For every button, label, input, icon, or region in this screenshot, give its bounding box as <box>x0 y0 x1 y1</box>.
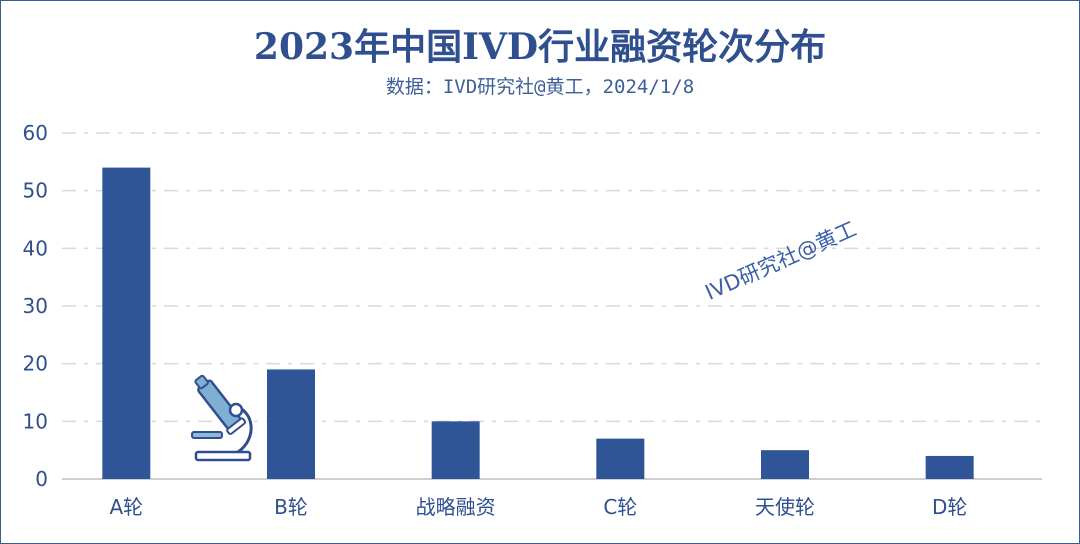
x-tick-label: A轮 <box>109 495 143 519</box>
x-tick-label: B轮 <box>274 495 308 519</box>
y-tick-label: 40 <box>23 236 48 260</box>
x-tick-label: D轮 <box>932 495 967 519</box>
y-tick-label: 60 <box>23 121 48 145</box>
x-tick-labels: A轮 B轮 战略融资 C轮 天使轮 D轮 <box>109 495 967 519</box>
bar <box>596 439 644 479</box>
bar <box>102 168 150 479</box>
x-tick-label: 天使轮 <box>755 495 815 519</box>
y-tick-label: 30 <box>23 294 48 318</box>
grid-lines <box>62 133 1042 479</box>
y-tick-label: 0 <box>35 467 48 491</box>
y-tick-labels: 0 10 20 30 40 50 60 <box>23 121 48 491</box>
y-tick-label: 10 <box>23 409 48 433</box>
microscope-icon <box>191 372 251 460</box>
bar <box>761 450 809 479</box>
bar <box>926 456 974 479</box>
x-tick-label: 战略融资 <box>416 495 496 519</box>
y-tick-label: 20 <box>23 352 48 376</box>
bar <box>267 369 315 479</box>
bar <box>432 421 480 479</box>
y-tick-label: 50 <box>23 179 48 203</box>
x-tick-label: C轮 <box>603 495 637 519</box>
